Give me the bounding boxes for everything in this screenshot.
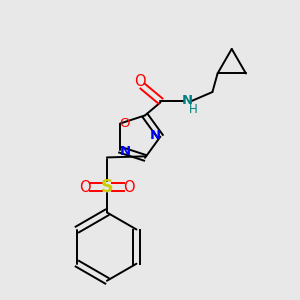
Text: N: N bbox=[149, 129, 161, 142]
Text: O: O bbox=[134, 74, 146, 89]
Text: S: S bbox=[101, 178, 113, 196]
Text: H: H bbox=[189, 103, 197, 116]
Text: N: N bbox=[120, 145, 131, 158]
Text: O: O bbox=[123, 180, 135, 195]
Text: O: O bbox=[79, 180, 90, 195]
Text: N: N bbox=[182, 94, 193, 107]
Text: O: O bbox=[120, 117, 130, 130]
